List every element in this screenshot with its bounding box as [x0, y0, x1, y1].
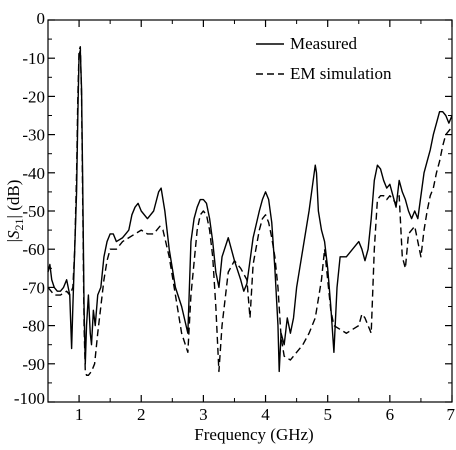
- x-tick-label: 7: [447, 405, 456, 424]
- legend: Measured EM simulation: [256, 34, 392, 83]
- series-layer: [47, 46, 453, 376]
- x-tick-label: 5: [323, 405, 332, 424]
- y-axis-title-symbol: S: [4, 230, 23, 239]
- x-tick-label: 4: [261, 405, 270, 424]
- y-tick-label: -20: [22, 87, 45, 106]
- y-axis-title-subscript: 21: [12, 218, 26, 230]
- y-tick-label: -70: [22, 278, 45, 297]
- y-tick-label: -50: [22, 202, 45, 221]
- x-tick-label: 3: [199, 405, 208, 424]
- y-axis-title-prefix: |: [4, 239, 23, 242]
- y-tick-label: -10: [22, 49, 45, 68]
- y-tick-label: -80: [22, 317, 45, 336]
- x-tick-label: 6: [386, 405, 395, 424]
- y-tick-label: -60: [22, 240, 45, 259]
- y-tick-label: -100: [14, 389, 45, 408]
- x-axis-title: Frequency (GHz): [194, 425, 313, 444]
- y-axis-title: |S21| (dB): [4, 180, 26, 243]
- series-line-measured: [47, 49, 453, 373]
- axes-layer: 1 2 3 4 5 6 7 0 -10 -20 -30 -40 -50 -60 -70 -80 -90 -100 F…: [4, 9, 456, 444]
- y-tick-label: -40: [22, 164, 45, 183]
- y-tick-label: -30: [22, 126, 45, 145]
- y-tick-label: 0: [37, 9, 46, 28]
- x-tick-label: 2: [137, 405, 146, 424]
- legend-label: Measured: [290, 34, 358, 53]
- y-tick-label: -90: [22, 355, 45, 374]
- series-line-em-simulation: [47, 46, 453, 376]
- legend-label: EM simulation: [290, 64, 392, 83]
- x-tick-label: 1: [75, 405, 84, 424]
- y-axis-title-suffix: | (dB): [4, 180, 23, 219]
